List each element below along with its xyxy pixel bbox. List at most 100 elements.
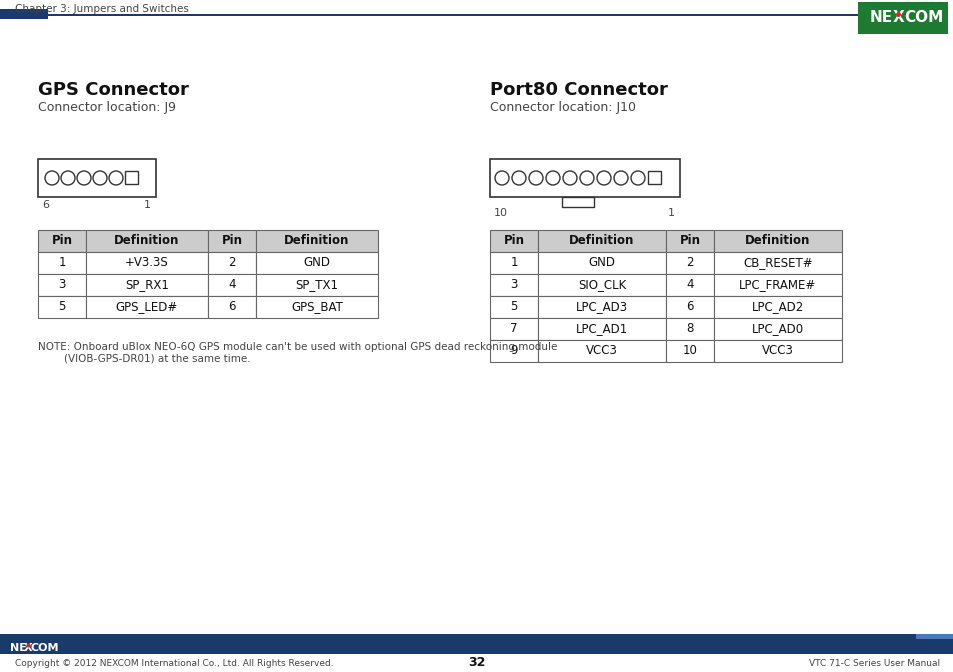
Text: 1: 1	[144, 200, 151, 210]
Text: GPS_LED#: GPS_LED#	[115, 300, 178, 314]
Text: LPC_AD2: LPC_AD2	[751, 300, 803, 314]
Bar	[208, 296, 255, 318]
Text: NE: NE	[869, 11, 892, 26]
Bar	[86, 252, 208, 274]
Bar	[255, 252, 377, 274]
Text: 5: 5	[58, 300, 66, 314]
Text: LPC_AD1: LPC_AD1	[576, 323, 627, 335]
Text: 6: 6	[42, 200, 49, 210]
Bar	[713, 230, 841, 252]
Bar	[490, 296, 537, 318]
Bar	[857, 2, 947, 34]
Bar	[665, 274, 713, 296]
Text: 3: 3	[510, 278, 517, 292]
Bar	[86, 230, 208, 252]
Bar	[537, 252, 665, 274]
Text: Definition: Definition	[744, 235, 810, 247]
Text: VCC3: VCC3	[585, 345, 618, 358]
Bar	[537, 296, 665, 318]
Bar	[915, 634, 953, 639]
Bar	[561, 197, 594, 207]
Bar	[490, 230, 537, 252]
Bar	[665, 340, 713, 362]
Bar	[86, 296, 208, 318]
Text: Connector location: J9: Connector location: J9	[38, 101, 175, 114]
Text: GND: GND	[303, 257, 330, 269]
Text: 2: 2	[228, 257, 235, 269]
Text: GND: GND	[588, 257, 615, 269]
Bar	[0, 654, 953, 672]
Text: 1: 1	[667, 208, 675, 218]
Text: 9: 9	[510, 345, 517, 358]
Text: 10: 10	[494, 208, 507, 218]
Text: Copyright © 2012 NEXCOM International Co., Ltd. All Rights Reserved.: Copyright © 2012 NEXCOM International Co…	[15, 659, 334, 667]
Text: NOTE: Onboard uBlox NEO-6Q GPS module can't be used with optional GPS dead recko: NOTE: Onboard uBlox NEO-6Q GPS module ca…	[38, 342, 557, 352]
Bar	[665, 230, 713, 252]
Text: COM: COM	[30, 643, 59, 653]
Bar	[537, 340, 665, 362]
Text: VTC 71-C Series User Manual: VTC 71-C Series User Manual	[808, 659, 939, 667]
Text: +V3.3S: +V3.3S	[125, 257, 169, 269]
Text: Connector location: J10: Connector location: J10	[490, 101, 636, 114]
Bar	[255, 296, 377, 318]
Bar	[38, 159, 156, 197]
Text: Definition: Definition	[569, 235, 634, 247]
Text: Pin: Pin	[51, 235, 72, 247]
Bar	[208, 230, 255, 252]
Text: X: X	[892, 11, 903, 26]
Bar	[38, 252, 86, 274]
Text: X: X	[24, 643, 32, 653]
Bar	[537, 318, 665, 340]
Bar	[38, 296, 86, 318]
Text: LPC_AD0: LPC_AD0	[751, 323, 803, 335]
Text: VCC3: VCC3	[761, 345, 793, 358]
Bar	[537, 230, 665, 252]
Text: Pin: Pin	[221, 235, 242, 247]
Text: CB_RESET#: CB_RESET#	[742, 257, 812, 269]
Text: COM: COM	[903, 11, 943, 26]
Bar	[48, 14, 947, 16]
Bar	[490, 252, 537, 274]
Text: Pin: Pin	[503, 235, 524, 247]
Text: 1: 1	[510, 257, 517, 269]
Text: 2: 2	[685, 257, 693, 269]
Text: 6: 6	[685, 300, 693, 314]
Bar	[713, 318, 841, 340]
Bar	[665, 252, 713, 274]
Text: 3: 3	[58, 278, 66, 292]
Bar	[490, 318, 537, 340]
Text: SP_TX1: SP_TX1	[295, 278, 338, 292]
Text: LPC_AD3: LPC_AD3	[576, 300, 627, 314]
Text: 5: 5	[510, 300, 517, 314]
Text: GPS_BAT: GPS_BAT	[291, 300, 342, 314]
Bar	[713, 274, 841, 296]
Bar	[38, 274, 86, 296]
Text: SIO_CLK: SIO_CLK	[578, 278, 625, 292]
Bar	[490, 274, 537, 296]
Bar	[648, 171, 660, 185]
Bar	[537, 274, 665, 296]
Text: SP_RX1: SP_RX1	[125, 278, 169, 292]
Bar	[665, 296, 713, 318]
Text: 10: 10	[681, 345, 697, 358]
Bar	[713, 296, 841, 318]
Text: 4: 4	[685, 278, 693, 292]
Bar	[208, 252, 255, 274]
Text: GPS Connector: GPS Connector	[38, 81, 189, 99]
Bar	[490, 340, 537, 362]
Text: Pin: Pin	[679, 235, 700, 247]
Bar	[255, 230, 377, 252]
Bar	[713, 252, 841, 274]
Bar	[713, 340, 841, 362]
Bar	[255, 274, 377, 296]
Text: NE: NE	[10, 643, 27, 653]
Bar	[38, 230, 86, 252]
Text: 7: 7	[510, 323, 517, 335]
Bar	[208, 274, 255, 296]
Text: (VIOB-GPS-DR01) at the same time.: (VIOB-GPS-DR01) at the same time.	[38, 354, 251, 364]
Text: 4: 4	[228, 278, 235, 292]
Text: 32: 32	[468, 657, 485, 669]
Text: Chapter 3: Jumpers and Switches: Chapter 3: Jumpers and Switches	[15, 4, 189, 14]
Bar	[86, 274, 208, 296]
Bar	[0, 634, 953, 672]
